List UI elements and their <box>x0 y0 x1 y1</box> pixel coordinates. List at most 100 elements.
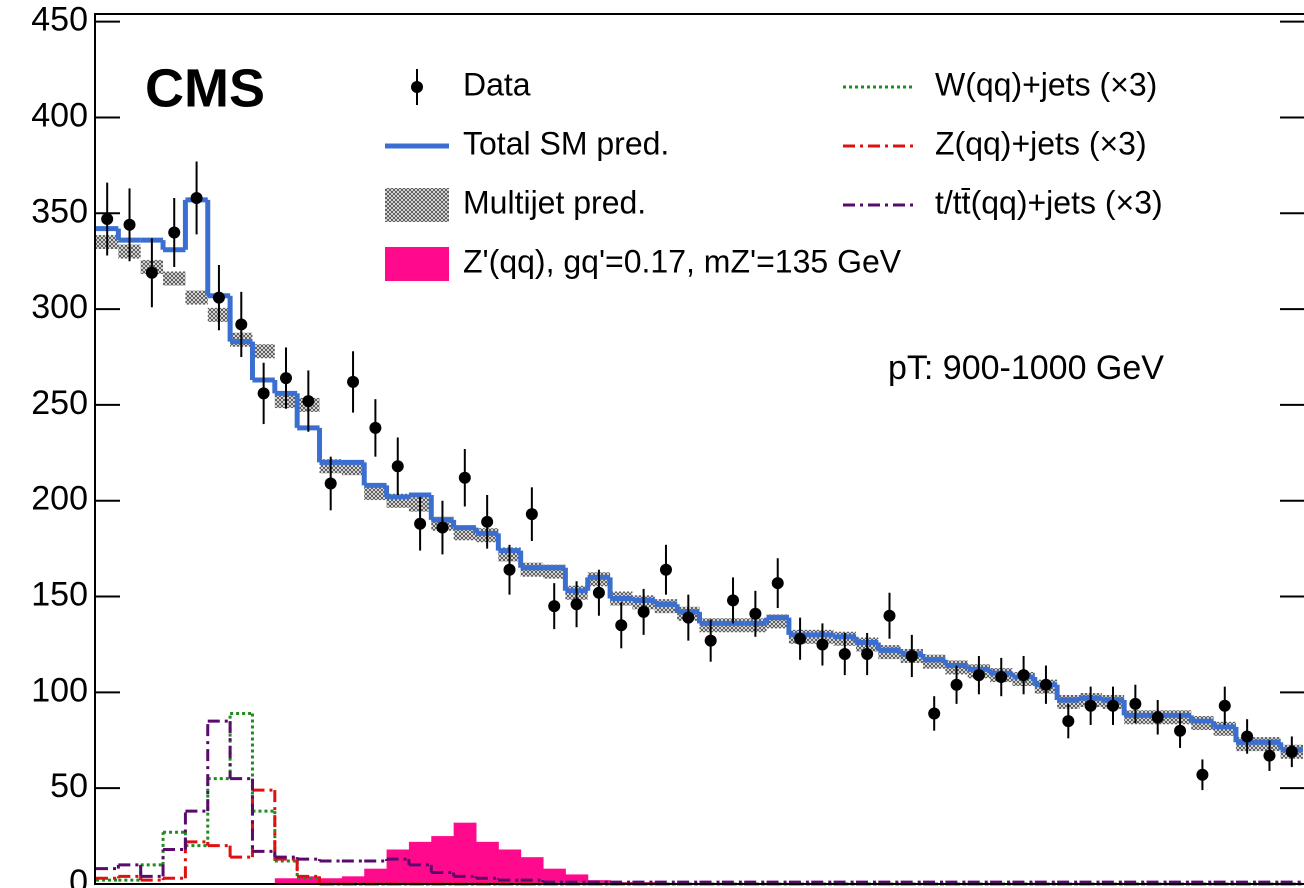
legend-entry: Z(qq)+jets (×3) <box>843 125 1147 161</box>
data-point <box>727 594 740 607</box>
data-point <box>1285 745 1298 758</box>
signal-bin <box>386 849 410 884</box>
data-point <box>458 471 471 484</box>
data-point <box>168 226 181 239</box>
data-point <box>637 605 650 618</box>
data-point <box>369 421 382 434</box>
data-point <box>883 609 896 622</box>
data-point <box>525 508 538 521</box>
data-point <box>570 598 583 611</box>
signal-bin <box>319 878 343 884</box>
signal-bin <box>408 841 432 884</box>
signal-bin <box>453 822 477 884</box>
y-tick-label: 250 <box>31 384 88 422</box>
data-point <box>704 634 717 647</box>
legend-label: Data <box>463 66 531 102</box>
legend-entry: Multijet pred. <box>385 184 646 222</box>
data-point <box>391 460 404 473</box>
data-point <box>1039 678 1052 691</box>
data-point <box>481 515 494 528</box>
data-point <box>1174 724 1187 737</box>
data-point <box>1196 768 1209 781</box>
y-tick-label: 450 <box>31 1 88 39</box>
data-point <box>816 638 829 651</box>
data-point <box>1062 715 1075 728</box>
data-point <box>1129 697 1142 710</box>
signal-bin <box>297 876 321 884</box>
data-point <box>302 395 315 408</box>
legend-entry: t/tt̄(qq)+jets (×3) <box>843 184 1163 220</box>
data-point <box>347 375 360 388</box>
step-connector <box>116 721 545 883</box>
legend-label: Multijet pred. <box>463 184 646 220</box>
signal-bin <box>565 874 589 884</box>
data-point <box>615 619 628 632</box>
legend-marker <box>411 81 423 93</box>
signal-bin <box>431 836 455 884</box>
step-connector <box>115 199 1284 750</box>
multijet-band <box>252 344 275 359</box>
legend-label: Z'(qq), gq'=0.17, mZ'=135 GeV <box>463 243 902 279</box>
data-point <box>995 671 1008 684</box>
multijet-band <box>163 271 186 286</box>
data-point <box>749 607 762 620</box>
y-tick-label: 50 <box>50 767 88 805</box>
data-point <box>414 517 427 530</box>
data-point <box>548 600 561 613</box>
legend-label: Total SM pred. <box>463 125 669 161</box>
data-point <box>123 218 136 231</box>
signal-bin <box>274 878 298 884</box>
data-point <box>1241 730 1254 743</box>
signal-bin <box>341 876 365 884</box>
data-point <box>771 577 784 590</box>
frame <box>94 13 1304 885</box>
legend-entry: Data <box>411 66 531 105</box>
data-point <box>235 318 248 331</box>
y-tick-label: 400 <box>31 96 88 134</box>
data-point <box>1151 711 1164 724</box>
legend-marker <box>385 188 449 222</box>
data-point <box>659 563 672 576</box>
multijet-band <box>364 486 387 501</box>
y-tick-label: 350 <box>31 192 88 230</box>
data-point <box>190 191 203 204</box>
signal-bin <box>364 868 388 884</box>
data-point <box>1218 699 1231 712</box>
step-connector <box>116 790 322 884</box>
data-point <box>794 632 807 645</box>
legend-entry: W(qq)+jets (×3) <box>843 66 1157 102</box>
data-point <box>592 586 605 599</box>
y-tick-label: 100 <box>31 671 88 709</box>
legend-label: Z(qq)+jets (×3) <box>935 125 1147 161</box>
data-point <box>838 648 851 661</box>
signal-bin <box>475 841 499 884</box>
experiment-label: CMS <box>145 58 265 118</box>
data-point <box>682 611 695 624</box>
y-tick-label: 0 <box>69 863 88 888</box>
legend-label: W(qq)+jets (×3) <box>935 66 1157 102</box>
data-point <box>279 372 292 385</box>
multijet-band <box>185 290 208 305</box>
data-point <box>503 563 516 576</box>
data-point <box>905 649 918 662</box>
data-point <box>436 521 449 534</box>
data-point <box>145 266 158 279</box>
data-point <box>1107 699 1120 712</box>
y-tick-label: 300 <box>31 288 88 326</box>
data-point <box>1263 749 1276 762</box>
data-point <box>212 291 225 304</box>
legend-entry: Total SM pred. <box>385 125 669 161</box>
data-point <box>101 213 114 226</box>
signal-bin <box>543 868 566 884</box>
data-point <box>861 648 874 661</box>
data-point <box>950 678 963 691</box>
signal-bin <box>520 857 544 884</box>
legend-marker <box>385 247 449 281</box>
data-point <box>928 707 941 720</box>
legend-label: t/tt̄(qq)+jets (×3) <box>935 184 1163 220</box>
data-point <box>972 669 985 682</box>
signal-bin <box>498 849 522 884</box>
legend-entry: Z'(qq), gq'=0.17, mZ'=135 GeV <box>385 243 902 281</box>
step-connector <box>139 713 322 884</box>
data-point <box>324 477 337 490</box>
